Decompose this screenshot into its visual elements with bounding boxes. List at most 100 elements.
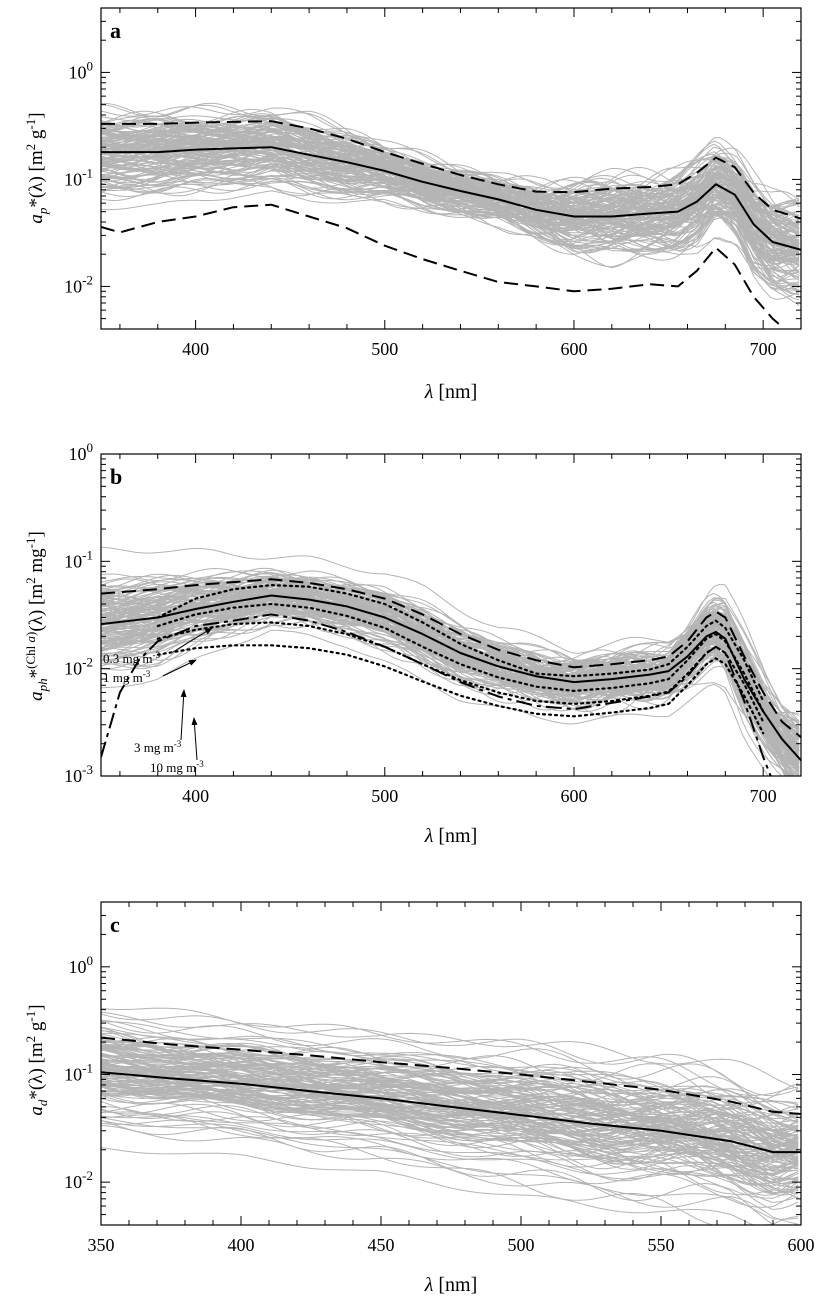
- y-tick-label: 10-2: [64, 272, 93, 296]
- background-spectrum: [101, 1047, 799, 1132]
- panel-b-annotations: 0.3 mg m-3 1 mg m-3 3 mg m-3 10 mg m-3: [103, 627, 213, 775]
- annotation-arrow-0-3: [172, 627, 213, 653]
- y-tick-label: 10-2: [64, 1168, 93, 1192]
- background-spectrum: [101, 586, 800, 748]
- background-spectrum: [101, 144, 800, 243]
- background-spectrum: [101, 1120, 799, 1225]
- panel-c-background-spectra: [101, 1007, 799, 1225]
- x-tick-label: 400: [182, 786, 209, 806]
- background-spectrum: [101, 128, 800, 224]
- background-spectrum: [101, 134, 800, 242]
- background-spectrum: [101, 1026, 799, 1116]
- background-spectrum: [101, 124, 800, 224]
- background-spectrum: [101, 1029, 799, 1138]
- background-spectrum: [101, 1089, 799, 1171]
- x-tick-label: 600: [560, 339, 587, 359]
- y-tick-label: 100: [69, 58, 94, 82]
- background-spectrum: [101, 1077, 799, 1168]
- panel-a: 400 500 600 700 10-2 10-1 100 a λ [nm] ap*(λ) …: [23, 7, 802, 403]
- background-spectrum: [101, 1108, 799, 1211]
- panel-c-series: [101, 1036, 801, 1154]
- background-spectrum: [101, 171, 800, 296]
- annotation-arrow-10: [191, 717, 198, 761]
- x-tick-label: 600: [560, 786, 587, 806]
- series-line-10-mg-m-3: [156, 644, 765, 735]
- background-spectrum: [101, 1054, 799, 1141]
- background-spectrum: [101, 108, 800, 201]
- panel-a-ylabel: ap*(λ) [m2 g-1]: [23, 112, 50, 223]
- panel-b-ticks: 400 500 600 700 10-3 10-2 10-1 100: [64, 440, 802, 806]
- background-spectrum: [101, 150, 800, 261]
- x-tick-label: 600: [788, 1235, 815, 1255]
- annotation-0-3: 0.3 mg m-3: [103, 650, 160, 666]
- panel-b-frame: [100, 453, 802, 777]
- background-spectrum: [101, 1119, 799, 1208]
- x-tick-label: 350: [88, 1235, 115, 1255]
- panel-b: 400 500 600 700 10-3 10-2 10-1 100 b λ [nm] aph…: [23, 440, 802, 847]
- background-spectrum: [101, 180, 800, 300]
- x-tick-label: 700: [750, 786, 777, 806]
- panel-c-ylabel: ad*(λ) [m2 g-1]: [23, 1004, 50, 1115]
- background-spectrum: [101, 1086, 799, 1195]
- annotation-arrow-1: [162, 659, 197, 677]
- background-spectrum: [101, 1044, 799, 1124]
- series-line-1-mg-m-3: [156, 602, 765, 713]
- series-line-3-mg-m-3: [156, 621, 765, 723]
- background-spectrum: [101, 145, 800, 276]
- background-spectrum: [101, 576, 800, 723]
- background-spectrum: [101, 135, 800, 263]
- panel-c: 350 400 450 500 550 600 10-2 10-1 100 c λ [nm] a…: [23, 901, 815, 1296]
- background-spectrum: [101, 595, 800, 768]
- background-spectrum: [101, 1032, 799, 1106]
- panel-c-letter: c: [110, 912, 120, 937]
- series-line-upper: [101, 120, 801, 220]
- panel-a-frame: [100, 7, 802, 330]
- background-spectrum: [101, 117, 800, 222]
- background-spectrum: [101, 1013, 799, 1097]
- x-tick-label: 500: [508, 1235, 535, 1255]
- background-spectrum: [101, 143, 800, 246]
- panel-c-ticks: 350 400 450 500 550 600 10-2 10-1 100: [64, 901, 815, 1255]
- background-spectrum: [101, 1064, 799, 1131]
- panel-a-ticks: 400 500 600 700 10-2 10-1 100: [64, 7, 802, 359]
- background-spectrum: [101, 629, 769, 776]
- background-spectrum: [101, 1007, 799, 1096]
- background-spectrum: [101, 1020, 799, 1112]
- x-tick-label: 400: [228, 1235, 255, 1255]
- series-line-mean: [101, 146, 801, 251]
- background-spectrum: [101, 1114, 799, 1225]
- annotation-10: 10 mg m-3: [150, 759, 204, 775]
- panel-b-ylabel: aph*(Chl a)(λ) [m2 mg-1]: [23, 531, 50, 701]
- background-spectrum: [101, 1061, 799, 1149]
- series-line-0-3-mg-m-3: [156, 584, 765, 703]
- series-line-upper: [101, 1036, 801, 1115]
- background-spectrum: [101, 164, 800, 272]
- background-spectrum: [101, 142, 800, 259]
- series-line-mean: [101, 1071, 801, 1154]
- background-spectrum: [101, 178, 800, 296]
- background-spectrum: [101, 102, 800, 226]
- panel-a-series: [101, 120, 801, 328]
- annotation-arrow-3: [180, 689, 187, 741]
- x-tick-label: 500: [371, 339, 398, 359]
- background-spectrum: [101, 125, 800, 222]
- background-spectrum: [101, 1094, 799, 1195]
- panel-b-letter: b: [110, 464, 122, 489]
- background-spectrum: [101, 124, 800, 233]
- series-line-lower: [101, 203, 783, 328]
- background-spectrum: [101, 1068, 799, 1145]
- annotation-3: 3 mg m-3: [134, 739, 182, 755]
- background-spectrum: [101, 1095, 799, 1171]
- background-spectrum: [101, 1101, 799, 1196]
- y-tick-label: 100: [69, 440, 94, 464]
- y-tick-label: 10-3: [64, 762, 93, 786]
- panel-a-letter: a: [110, 18, 121, 43]
- background-spectrum: [101, 183, 800, 306]
- background-spectrum: [101, 578, 800, 732]
- background-spectrum: [101, 1054, 799, 1163]
- background-spectrum: [101, 590, 800, 760]
- series-line-upper: [101, 578, 801, 738]
- background-spectrum: [101, 1078, 799, 1176]
- y-tick-label: 10-1: [64, 165, 93, 189]
